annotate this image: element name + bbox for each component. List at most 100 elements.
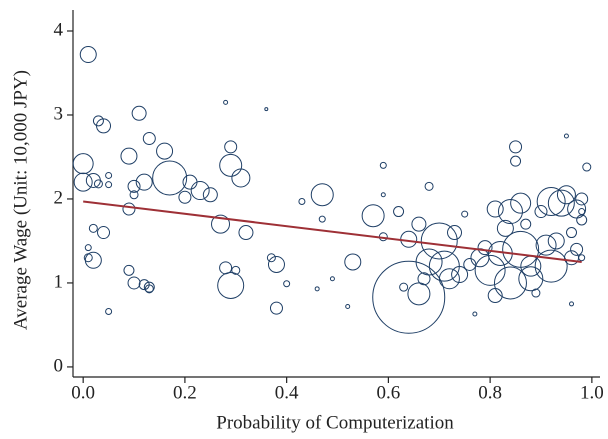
bubble [84, 251, 102, 269]
bubble [267, 255, 285, 273]
bubble [518, 266, 544, 292]
bubble [264, 107, 269, 112]
bubble [399, 282, 409, 292]
bubble [190, 181, 210, 201]
x-axis-title: Probability of Computerization [216, 412, 454, 433]
bubble [578, 254, 586, 262]
bubble [223, 99, 229, 105]
bubble [144, 284, 154, 294]
bubble [393, 206, 405, 218]
bubble [88, 223, 98, 233]
bubble [219, 153, 243, 177]
y-tick-label: 4 [54, 19, 64, 40]
bubble [135, 173, 153, 191]
bubble [143, 281, 155, 293]
bubble [92, 115, 104, 127]
bubble [520, 255, 542, 277]
bubble [84, 244, 92, 252]
y-tick-label: 0 [54, 355, 64, 376]
bubble [438, 268, 460, 290]
x-tick-label: 0.8 [478, 382, 502, 403]
bubble [105, 181, 113, 189]
y-tick-label: 1 [54, 271, 64, 292]
bubble [152, 160, 188, 196]
bubble [578, 208, 586, 216]
bubble [566, 227, 578, 239]
x-tick-label: 0.2 [173, 382, 197, 403]
bubble [79, 46, 97, 64]
bubble [97, 226, 111, 240]
bubble [266, 253, 276, 263]
bubble [345, 303, 351, 309]
bubble [131, 105, 147, 121]
bubble [211, 214, 231, 234]
bubble [510, 192, 532, 214]
bubble [93, 179, 103, 189]
bubble [105, 171, 113, 179]
bubble [536, 186, 566, 216]
bubble [510, 155, 522, 167]
bubble [563, 133, 569, 139]
bubble [283, 280, 291, 288]
bubble [231, 168, 251, 188]
bubble [569, 301, 575, 307]
bubble [269, 301, 283, 315]
bubble [105, 307, 113, 315]
bubble [231, 265, 241, 275]
bubble [127, 179, 141, 193]
bubble [217, 271, 245, 299]
bubble [472, 311, 478, 317]
x-tick-label: 0.4 [275, 382, 299, 403]
bubble [547, 232, 565, 250]
bubble [534, 205, 548, 219]
x-tick-label: 1.0 [580, 382, 604, 403]
bubble [520, 218, 532, 230]
fit-line [83, 200, 582, 263]
bubble [400, 230, 418, 248]
bubble [509, 140, 523, 154]
bubble [361, 204, 385, 228]
bubble [379, 161, 387, 169]
bubble [344, 253, 362, 271]
bubble [556, 185, 576, 205]
bubble [493, 266, 527, 300]
bubble [238, 225, 254, 241]
bubble [531, 288, 541, 298]
bubble [582, 162, 592, 172]
bubble [477, 240, 493, 256]
y-tick-label: 2 [54, 187, 64, 208]
bubble [156, 142, 174, 160]
x-tick-label: 0.0 [71, 382, 95, 403]
bubble [120, 147, 138, 165]
bubble [372, 260, 446, 334]
bubble [447, 225, 463, 241]
bubble [314, 286, 320, 292]
y-axis-title: Average Wage (Unit: 10,000 JPY) [10, 70, 31, 330]
bubble [497, 199, 523, 225]
bubble [424, 181, 434, 191]
bubble [570, 242, 584, 256]
bubble [310, 183, 334, 207]
bubble [535, 234, 557, 256]
bubble [178, 190, 192, 204]
bubble [298, 197, 306, 205]
bubble [534, 249, 568, 283]
bubble [496, 219, 514, 237]
bubble [420, 222, 458, 260]
bubble [123, 264, 135, 276]
bubble [127, 276, 141, 290]
bubble [417, 272, 431, 286]
bubble [575, 192, 589, 206]
bubble [486, 200, 504, 218]
bubble [142, 131, 156, 145]
bubble [96, 118, 112, 134]
x-tick-label: 0.6 [377, 382, 401, 403]
bubble [202, 187, 218, 203]
bubble [547, 189, 575, 217]
bubble [474, 254, 506, 286]
bubble [85, 172, 101, 188]
bubble [182, 174, 198, 190]
bubble [411, 216, 427, 232]
bubble [224, 140, 238, 154]
